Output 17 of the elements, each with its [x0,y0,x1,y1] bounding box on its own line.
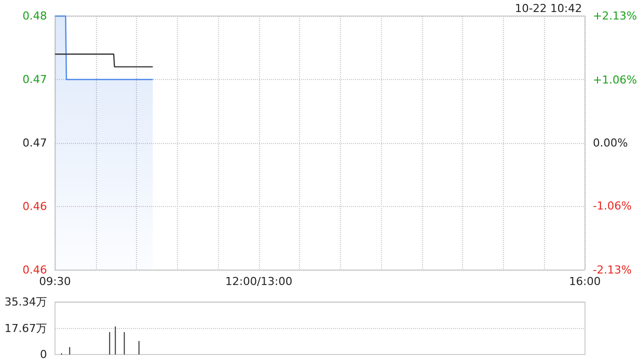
y2-tick-label: +1.06% [592,73,638,86]
y2-tick-label: 0.00% [592,136,628,150]
y-tick-label: 0.48 [22,10,47,22]
text: 10-22 10:42 [514,2,582,15]
y-tick-label: 35.34万 [4,296,47,308]
y-tick-label: 0.47 [22,136,47,150]
x-tick-label: 12:00/13:00 [225,275,292,288]
y-tick-label: 0.46 [22,264,47,276]
y-tick-label: 0.46 [22,200,47,213]
x-tick-label: 09:30 [39,275,71,288]
y2-tick-label: -2.13% [592,264,632,276]
y-tick-label: 0.47 [22,73,47,86]
y2-tick-label: -1.06% [592,200,632,213]
y-tick-label: 0 [40,348,47,360]
y-tick-label: 17.67万 [4,322,47,335]
x-tick-label: 16:00 [568,275,601,288]
y2-tick-label: +2.13% [592,10,638,22]
